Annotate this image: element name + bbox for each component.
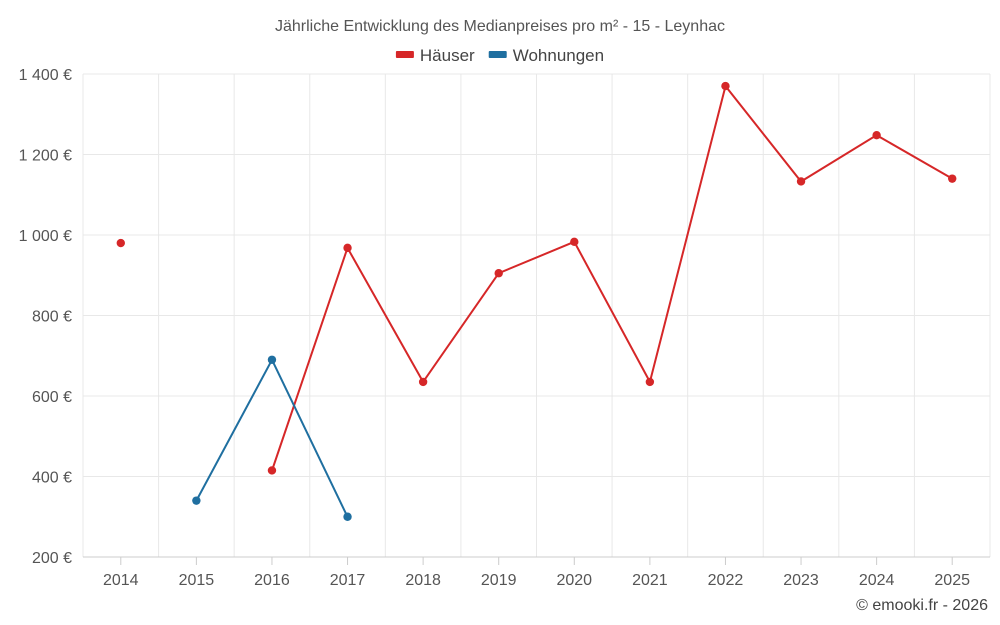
x-tick-label: 2019 xyxy=(481,572,517,589)
y-tick-label: 800 € xyxy=(32,309,72,326)
series-1 xyxy=(192,355,352,521)
data-point[interactable] xyxy=(192,496,201,505)
y-tick-label: 400 € xyxy=(32,470,72,487)
x-tick-label: 2025 xyxy=(934,572,970,589)
y-tick-label: 600 € xyxy=(32,389,72,406)
credit-text: © emooki.fr - 2026 xyxy=(856,597,988,614)
y-tick-label: 1 200 € xyxy=(19,148,72,165)
x-tick-label: 2024 xyxy=(859,572,895,589)
x-tick-label: 2017 xyxy=(330,572,366,589)
y-tick-label: 1 000 € xyxy=(19,228,72,245)
legend-swatch[interactable] xyxy=(488,51,507,58)
data-point[interactable] xyxy=(645,377,655,387)
series-line xyxy=(195,357,349,518)
x-tick-label: 2022 xyxy=(708,572,744,589)
data-point[interactable] xyxy=(343,512,352,521)
series-layer xyxy=(116,81,957,521)
grid xyxy=(82,73,991,557)
data-point[interactable] xyxy=(796,177,806,186)
data-point[interactable] xyxy=(494,269,503,278)
x-tick-label: 2016 xyxy=(254,572,290,589)
x-tick-label: 2021 xyxy=(632,572,668,589)
x-tick-label: 2015 xyxy=(179,572,215,589)
data-point[interactable] xyxy=(948,174,957,183)
x-tick-label: 2018 xyxy=(405,572,441,589)
series-0 xyxy=(116,81,957,475)
data-point[interactable] xyxy=(343,243,352,253)
y-tick-label: 200 € xyxy=(32,550,72,567)
data-point[interactable] xyxy=(418,377,428,387)
x-tick-label: 2014 xyxy=(103,572,139,589)
x-tick-label: 2023 xyxy=(783,572,819,589)
data-point[interactable] xyxy=(872,130,881,140)
data-point[interactable] xyxy=(570,237,579,247)
legend-label: Häuser xyxy=(420,46,475,65)
data-point[interactable] xyxy=(721,81,730,91)
axes: 200 € 400 € 600 € 800 € 1 000 € 1 200 € 1 400 … xyxy=(19,67,990,589)
x-tick-label: 2020 xyxy=(556,572,592,589)
legend: Häuser Wohnungen xyxy=(395,46,604,65)
chart-title: Jährliche Entwicklung des Medianpreises … xyxy=(275,18,725,35)
data-point[interactable] xyxy=(116,238,125,248)
data-point[interactable] xyxy=(267,355,277,364)
y-tick-label: 1 400 € xyxy=(19,67,72,84)
series-line xyxy=(271,83,953,471)
legend-swatch[interactable] xyxy=(395,51,414,58)
data-point[interactable] xyxy=(267,466,277,475)
legend-label: Wohnungen xyxy=(513,46,604,65)
